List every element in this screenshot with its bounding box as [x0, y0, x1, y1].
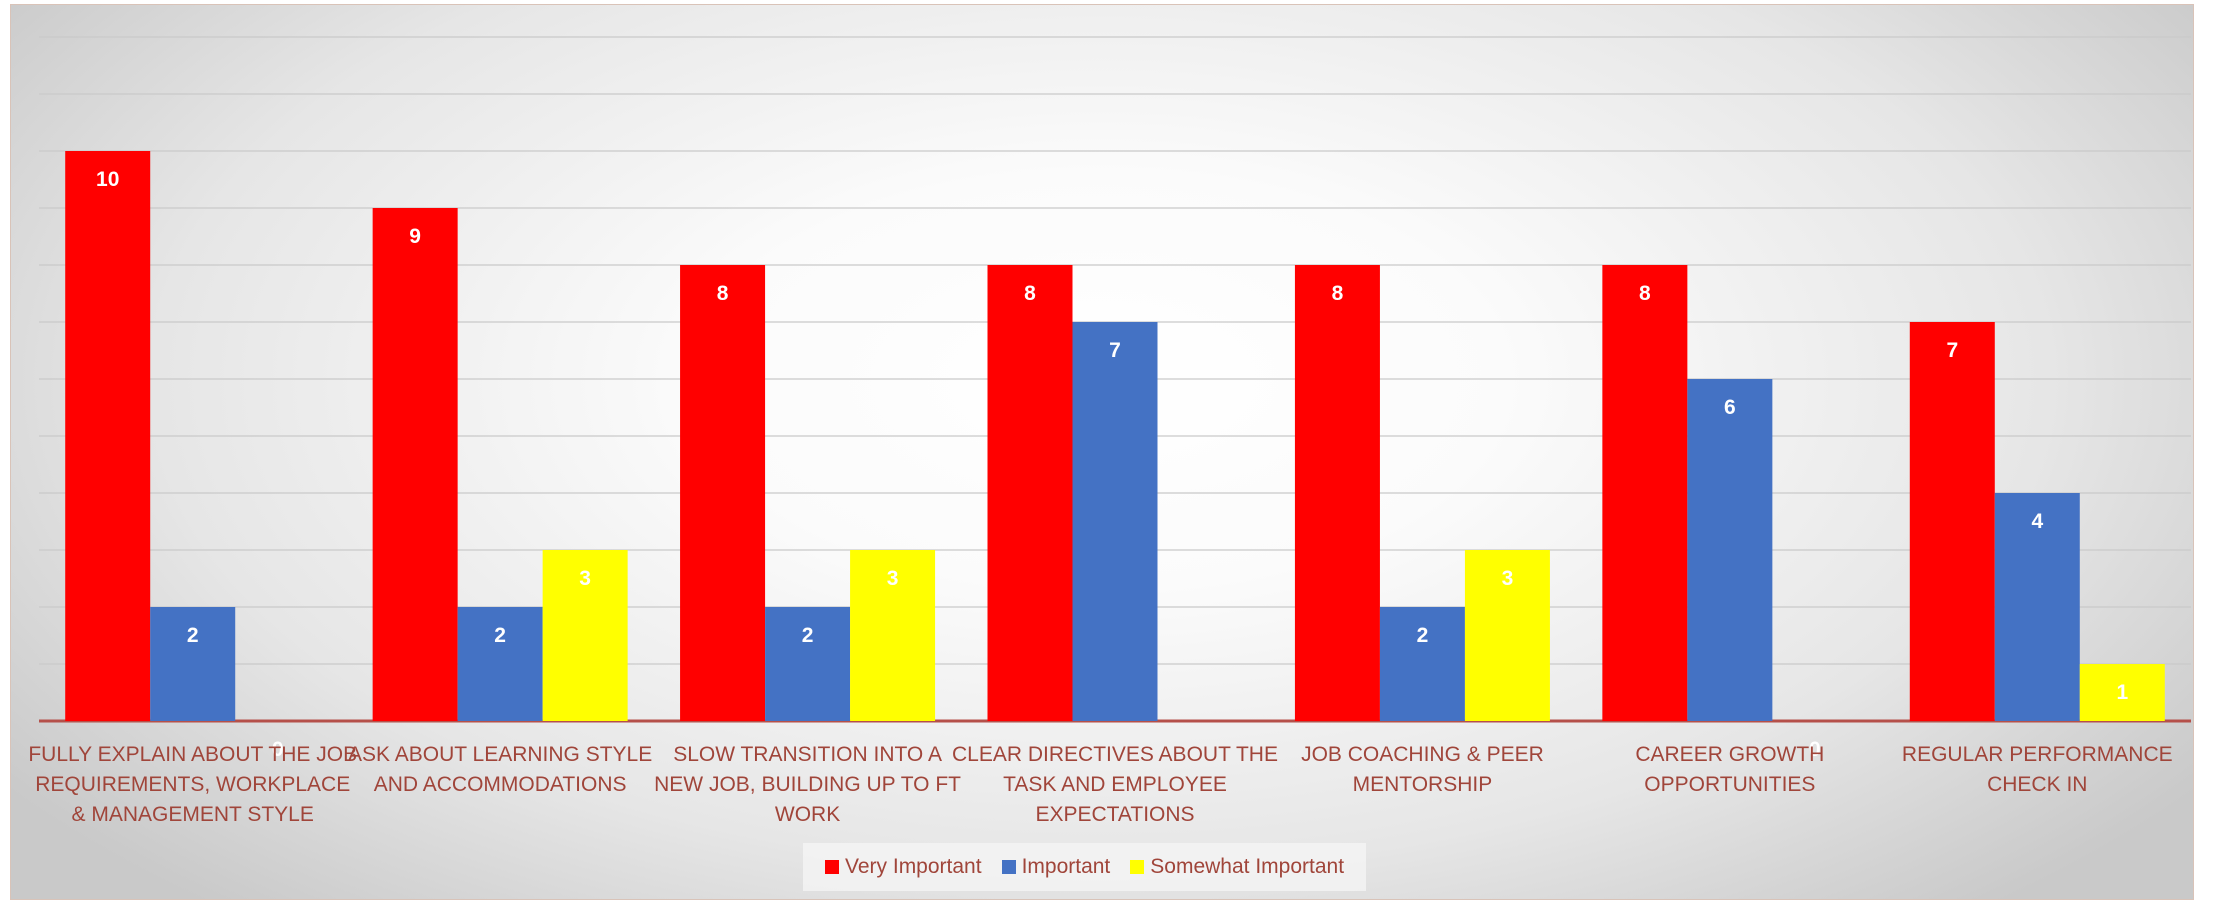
bar — [1687, 379, 1773, 721]
data-label: 8 — [1639, 282, 1651, 305]
legend-item: Somewhat Important — [1130, 855, 1344, 879]
legend-swatch — [825, 860, 839, 874]
category-label: SLOW TRANSITION INTO A NEW JOB, BUILDING … — [654, 743, 961, 826]
data-label: 1 — [2116, 681, 2128, 704]
bar — [65, 151, 151, 721]
data-label: 4 — [2031, 510, 2043, 533]
bar — [1909, 322, 1995, 721]
data-label: 9 — [409, 225, 421, 248]
legend-item: Important — [1001, 855, 1111, 879]
category-label: JOB COACHING & PEER MENTORSHIP — [1301, 743, 1544, 796]
data-label: 8 — [717, 282, 729, 305]
bar — [1294, 265, 1380, 721]
legend-swatch — [1001, 860, 1016, 874]
legend-item: Very Important — [825, 855, 982, 879]
data-label: 0 — [1809, 738, 1821, 761]
bar — [457, 607, 543, 721]
data-label: 8 — [1332, 282, 1344, 305]
bar — [680, 265, 766, 721]
category-label: CAREER GROWTH OPPORTUNITIES — [1635, 743, 1824, 796]
data-label: 2 — [494, 624, 506, 647]
data-label: 6 — [1724, 396, 1736, 419]
data-label: 3 — [579, 567, 591, 590]
bar — [987, 265, 1073, 721]
bar — [765, 607, 851, 721]
data-label: 3 — [887, 567, 899, 590]
bar — [150, 607, 236, 721]
category-label: REGULAR PERFORMANCE CHECK IN — [1902, 743, 2173, 796]
data-label: 2 — [1417, 624, 1429, 647]
data-label: 2 — [802, 624, 814, 647]
chart-area: 10 2 0 FULLY EXPLAIN ABOUT THE JOB REQUIREME… — [10, 4, 2194, 900]
bar — [372, 208, 458, 721]
data-label: 0 — [272, 738, 284, 761]
legend-swatch — [1130, 860, 1145, 874]
bar — [1464, 550, 1550, 721]
bar — [1072, 322, 1158, 721]
legend: Very Important Important Somewhat Importan… — [803, 843, 1367, 891]
legend-label: Very Important — [845, 855, 982, 878]
legend-label: Somewhat Important — [1150, 855, 1345, 878]
data-label: 3 — [1502, 567, 1514, 590]
data-label: 7 — [1946, 339, 1958, 362]
bar — [1994, 493, 2080, 721]
bar — [2079, 664, 2165, 721]
data-label: 2 — [187, 624, 199, 647]
data-label: 8 — [1024, 282, 1036, 305]
category-label: CLEAR DIRECTIVES ABOUT THE TASK AND EMPLO… — [952, 743, 1278, 826]
bar — [1602, 265, 1688, 721]
category-label: FULLY EXPLAIN ABOUT THE JOB REQUIREMENTS,… — [28, 743, 357, 826]
bar — [542, 550, 628, 721]
data-label: 10 — [96, 168, 119, 191]
category-label: ASK ABOUT LEARNING STYLE AND ACCOMMODATIO… — [348, 743, 652, 796]
bar — [1379, 607, 1465, 721]
legend-label: Important — [1021, 855, 1111, 878]
bar — [850, 550, 936, 721]
data-label: 7 — [1109, 339, 1121, 362]
